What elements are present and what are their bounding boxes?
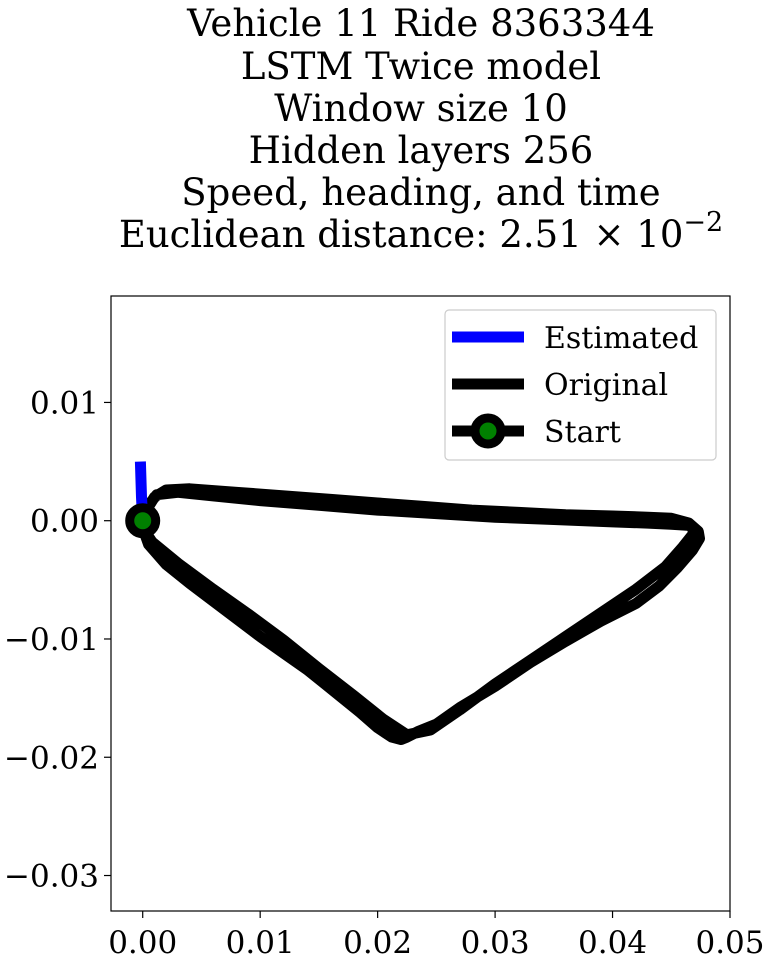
legend-label-start: Start (544, 415, 621, 450)
plot-frame (110, 295, 731, 912)
y-tick-label: 0.01 (30, 385, 99, 421)
plot-area (125, 461, 705, 745)
title-line-5: Speed, heading, and time (181, 171, 660, 214)
y-tick-label: −0.03 (4, 859, 99, 895)
y-tick-label: −0.01 (4, 622, 99, 658)
title-line-1: Vehicle 11 Ride 8363344 (186, 2, 655, 45)
title-line-4: Hidden layers 256 (249, 129, 594, 172)
y-tick-label: 0.00 (30, 504, 99, 540)
title-line-6: Euclidean distance: 2.51 × 10−2 (119, 207, 723, 256)
x-tick-label: 0.01 (226, 925, 295, 958)
legend-marker-start (470, 413, 506, 449)
x-tick-label: 0.00 (108, 925, 177, 958)
x-tick-label: 0.05 (695, 925, 764, 958)
y-axis: 0.01 0.00 −0.01 −0.02 −0.03 (4, 385, 111, 895)
title-line-3: Window size 10 (274, 87, 568, 130)
start-point-marker (125, 503, 161, 539)
x-tick-label: 0.03 (461, 925, 530, 958)
y-tick-label: −0.02 (4, 740, 99, 776)
title-exponent: −2 (683, 207, 723, 238)
x-tick-label: 0.04 (578, 925, 647, 958)
legend-box (444, 309, 717, 461)
legend-label-estimated: Estimated (544, 321, 698, 356)
x-tick-label: 0.02 (343, 925, 412, 958)
legend: Estimated Original Start (444, 309, 717, 461)
title-line-2: LSTM Twice model (241, 45, 601, 88)
series-original-line (137, 483, 705, 745)
title-distance-text: Euclidean distance: 2.51 × 10 (119, 213, 684, 256)
x-axis: 0.00 0.01 0.02 0.03 0.04 0.05 (108, 911, 765, 961)
legend-label-original: Original (544, 368, 668, 403)
